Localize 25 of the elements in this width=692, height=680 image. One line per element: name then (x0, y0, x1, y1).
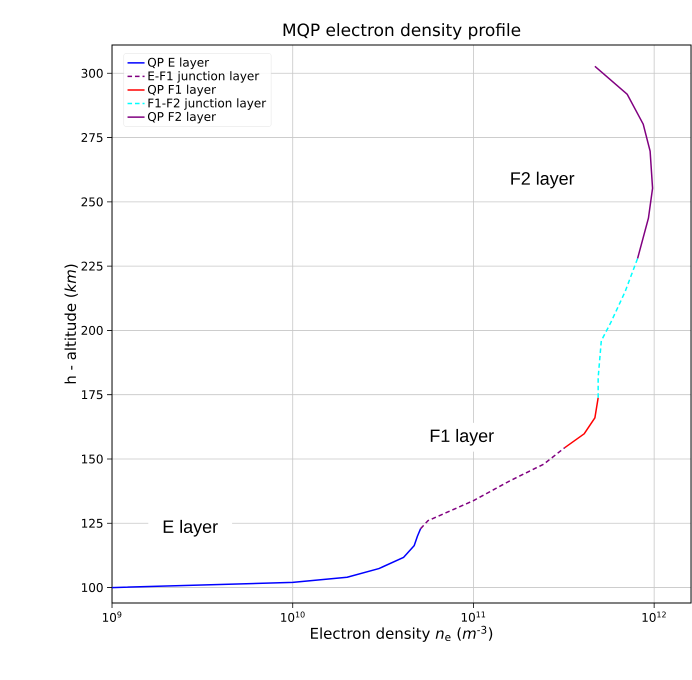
y-tick-label: 100 (82, 583, 103, 592)
y-tick-label: 150 (82, 454, 103, 464)
x-axis-title: Electron density n$_{e}$ (m$^{-3}$) (311, 626, 492, 642)
legend-label: F1-F2 junction layer (148, 98, 266, 110)
annotation: E layer (164, 520, 218, 537)
y-tick-label: 275 (82, 133, 102, 142)
y-tick-label: 225 (82, 262, 102, 271)
legend-label: E-F1 junction layer (148, 71, 260, 83)
annotation: F2 layer (511, 172, 574, 188)
y-axis-title: h - altitude (km) (64, 264, 78, 384)
annotation: F1 layer (430, 428, 494, 446)
y-tick-label: 300 (82, 68, 103, 78)
chart-title: MQP electron density profile (284, 23, 520, 40)
y-tick-label: 200 (82, 326, 103, 335)
y-tick-label: 175 (82, 390, 102, 400)
legend-label: QP F2 layer (148, 112, 216, 124)
y-tick-label: 250 (82, 197, 103, 206)
legend-label: QP E layer (148, 58, 210, 70)
x-tick-label: 10$^{12}$ (642, 612, 666, 622)
line-series (564, 397, 599, 448)
x-tick-label: 10$^{9}$ (102, 612, 122, 622)
x-tick-label: 10$^{10}$ (281, 612, 305, 622)
legend-label: QP F1 layer (148, 84, 216, 96)
y-tick-label: 125 (82, 518, 102, 528)
x-tick-label: 10$^{11}$ (462, 612, 486, 622)
